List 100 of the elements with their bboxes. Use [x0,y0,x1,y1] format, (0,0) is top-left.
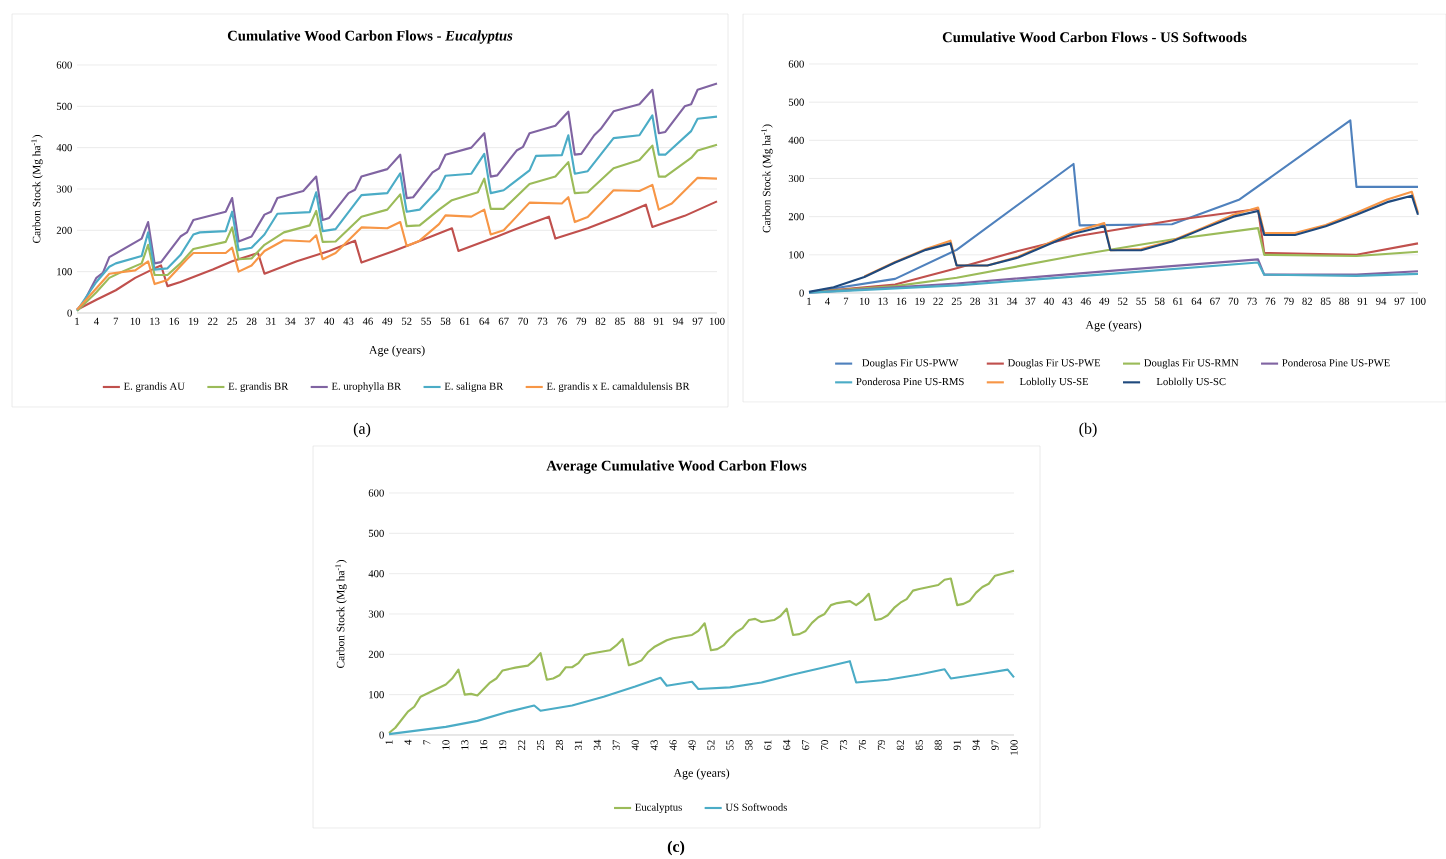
x-tick-label: 67 [498,317,509,325]
x-tick-label: 91 [1357,297,1368,305]
line-series [75,176,719,311]
y-axis-title: Carbon Stock (Mg ha$^{-1}$) [335,560,347,668]
x-tick-label: 4 [93,317,99,325]
x-tick-label: 67 [802,740,810,750]
y-tick-label: 600 [788,60,804,68]
legend-label: E. grandis x E. camaldulensis BR [546,382,690,392]
y-tick-label: 100 [57,268,72,276]
y-tick-label: 0 [379,731,384,739]
x-tick-label: 88 [1339,297,1350,305]
x-tick-label: 46 [1080,297,1091,305]
x-tick-label: 94 [673,317,684,325]
x-tick-label: 37 [1025,297,1036,305]
x-tick-label: 37 [304,317,315,325]
x-tick-label: 13 [461,740,469,750]
x-tick-label: 55 [421,317,432,325]
legend-label: Loblolly US-SE [1019,377,1089,388]
x-tick-label: 100 [709,317,725,325]
x-tick-label: 28 [970,297,981,305]
x-tick-label: 55 [726,740,734,750]
x-tick-label: 64 [783,739,791,750]
x-axis-title: Age (years) [368,345,425,357]
text: (c) [667,840,685,856]
x-tick-label: 58 [1154,297,1165,305]
x-tick-label: 1 [75,317,80,325]
y-tick-label: 400 [788,136,804,144]
x-tick-label: 4 [825,297,830,305]
x-tick-label: 4 [404,739,412,745]
x-tick-label: 16 [480,740,488,750]
x-tick-label: 88 [934,740,942,750]
x-tick-label: 40 [1043,297,1054,305]
line-series [387,569,1016,735]
legend-label: Loblolly US-SC [1156,377,1226,388]
x-tick-label: 79 [576,317,587,325]
legend-label: Eucalyptus [635,803,682,813]
x-tick-label: 79 [1284,297,1294,305]
x-tick-label: 67 [1210,297,1221,305]
chart-title: Average Cumulative Wood Carbon Flows [546,460,807,474]
x-tick-label: 52 [1118,297,1128,305]
y-axis-title: Carbon Stock (Mg ha$^{-1}$) [31,135,43,243]
legend-label: Ponderosa Pine US-PWE [1282,358,1390,367]
x-tick-label: 46 [669,740,677,751]
y-tick-label: 100 [369,691,384,699]
x-tick-label: 73 [1247,297,1257,305]
legend-label: E. grandis AU [123,382,185,392]
x-tick-label: 58 [440,317,451,325]
x-tick-label: 64 [479,317,490,325]
x-tick-label: 82 [896,740,904,750]
x-tick-label: 46 [362,317,373,325]
legend-label: E. urophylla BR [331,382,402,392]
legend-label: Douglas Fir US-PWW [862,358,959,369]
x-tick-label: 19 [915,297,925,305]
y-tick-label: 300 [56,185,72,193]
x-tick-label: 34 [593,739,601,750]
x-tick-label: 70 [1228,297,1239,305]
text: (a) [353,422,371,438]
y-tick-label: 0 [799,289,804,297]
y-tick-label: 600 [368,489,384,497]
x-tick-label: 1 [807,297,812,305]
x-tick-label: 49 [688,740,696,751]
x-tick-label: 61 [764,740,772,750]
x-tick-label: 61 [460,317,470,325]
x-tick-label: 91 [953,740,961,751]
line-series [387,660,1016,736]
x-tick-label: 85 [915,740,923,750]
x-tick-label: 7 [423,740,431,745]
x-tick-label: 91 [653,317,664,325]
x-axis-title: Age (years) [1085,320,1142,332]
x-tick-label: 25 [536,740,545,750]
y-tick-label: 100 [789,251,804,259]
x-tick-label: 28 [246,317,257,325]
x-tick-label: 43 [650,740,658,751]
x-tick-label: 100 [1410,297,1426,305]
x-tick-label: 37 [612,740,620,750]
x-tick-label: 94 [1376,297,1387,305]
x-tick-label: 82 [595,317,606,325]
x-tick-label: 7 [843,297,849,305]
y-axis-title: Carbon Stock (Mg ha$^{-1}$) [761,124,773,233]
x-tick-label: 43 [1062,297,1073,305]
y-tick-label: 400 [368,570,384,578]
x-tick-label: 34 [285,317,296,325]
x-tick-label: 97 [692,317,703,325]
x-tick-label: 10 [859,297,870,305]
x-tick-label: 16 [896,297,907,305]
legend-label: Douglas Fir US-RMN [1144,358,1239,369]
x-tick-label: 94 [972,739,980,751]
x-tick-label: 40 [631,740,639,751]
x-tick-label: 76 [557,317,567,325]
x-tick-label: 31 [988,297,999,305]
y-tick-label: 200 [368,650,384,658]
x-tick-label: 55 [1136,297,1147,305]
x-tick-label: 49 [382,317,393,325]
y-tick-label: 600 [56,61,72,69]
x-tick-label: 76 [1265,297,1276,305]
x-tick-label: 7 [113,317,119,325]
x-tick-label: 25 [951,297,962,305]
y-tick-label: 300 [788,174,804,183]
y-tick-label: 500 [788,98,804,106]
x-tick-label: 16 [169,317,179,325]
